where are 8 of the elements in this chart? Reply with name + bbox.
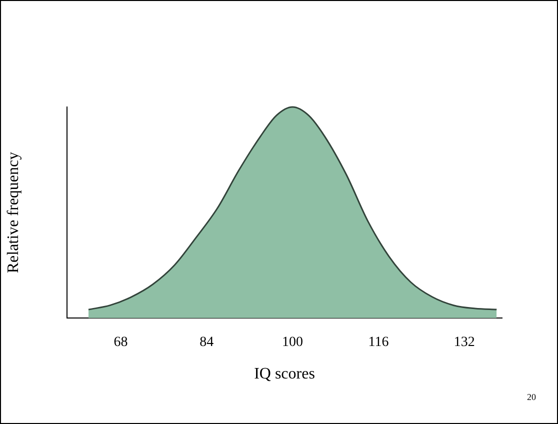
x-axis-title: IQ scores bbox=[254, 366, 315, 383]
x-tick-label: 68 bbox=[114, 335, 128, 350]
x-tick-label: 84 bbox=[200, 335, 214, 350]
text: 20 bbox=[527, 392, 536, 402]
x-tick-label: 116 bbox=[368, 335, 389, 350]
x-tick-label: 100 bbox=[282, 335, 304, 350]
x-tick-label: 132 bbox=[454, 335, 475, 350]
y-axis-title: Relative frequency bbox=[4, 152, 22, 274]
